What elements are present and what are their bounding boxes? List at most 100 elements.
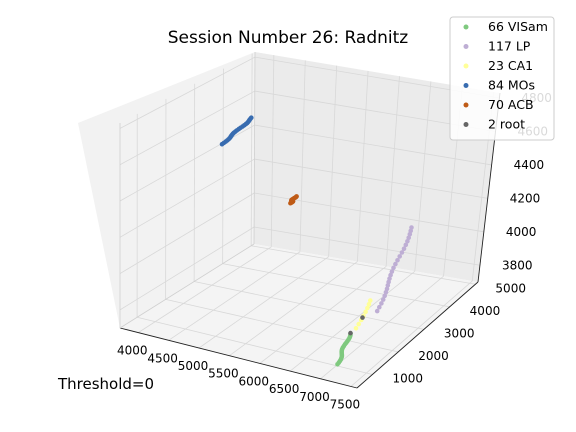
z-grid-line (119, 56, 256, 129)
data-point (356, 321, 362, 327)
z-grid-line (119, 226, 255, 311)
x-grid-line (270, 55, 275, 247)
data-point (389, 269, 395, 274)
data-point (397, 254, 403, 259)
x-grid-line (289, 270, 416, 372)
y-axis-line (356, 281, 479, 389)
data-point (377, 304, 382, 310)
data-point (360, 315, 365, 320)
data-point (363, 309, 368, 315)
y-grid-line (137, 316, 373, 375)
data-point (403, 242, 409, 248)
z-grid-line (119, 90, 255, 166)
axis-lines (119, 51, 501, 389)
y-grid-line (222, 68, 224, 264)
z-tick-label: 4200 (510, 191, 541, 205)
x-tick-label: 7000 (299, 390, 330, 404)
data-point (406, 235, 412, 241)
z-grid-line (254, 226, 481, 266)
legend-label: 23 CA1 (488, 58, 533, 73)
legend-marker (463, 63, 469, 69)
z-tick-label: 4400 (514, 158, 545, 172)
x-grid-line (299, 60, 306, 252)
x-tick-label: 5000 (178, 359, 209, 373)
axes-panes (78, 52, 500, 388)
data-point (409, 225, 414, 230)
data-point (401, 246, 407, 251)
data-point (348, 330, 353, 336)
legend-marker (463, 24, 469, 30)
data-point (393, 261, 398, 267)
y-tick-label: 4000 (470, 304, 501, 318)
legend-label: 2 root (488, 117, 525, 132)
data-point (294, 194, 299, 199)
legend: 66 VISam 117 LP 23 CA1 84 MOs 70 ACB 2 root (449, 16, 555, 141)
pane-left (78, 52, 255, 328)
data-point (379, 301, 384, 306)
x-grid-line (414, 81, 432, 272)
x-grid-line (385, 76, 400, 267)
data-point (249, 115, 254, 120)
x-grid-line (259, 266, 387, 364)
data-point (405, 239, 410, 244)
data-point (395, 258, 400, 263)
data-point (365, 305, 370, 311)
legend-label: 70 ACB (488, 97, 534, 112)
y-grid-line (251, 245, 476, 285)
data-point (374, 308, 380, 314)
data-point (387, 276, 392, 281)
y-grid-line (222, 263, 450, 308)
data-point (353, 326, 359, 331)
legend-label: 66 VISam (488, 19, 548, 34)
y-tick-label: 3000 (444, 326, 475, 340)
data-point (366, 302, 372, 307)
y-grid-line (193, 83, 196, 282)
x-grid-line (328, 65, 338, 257)
y-grid-line (165, 299, 399, 353)
z-grid-line (119, 192, 255, 274)
legend-box (449, 16, 555, 141)
data-point (382, 293, 388, 299)
x-tick-label: 4000 (117, 344, 148, 358)
data-point (384, 286, 390, 292)
legend-marker (463, 102, 469, 108)
x-grid-line (138, 246, 272, 333)
x-tick-label: 7500 (330, 397, 361, 411)
y-grid-line (194, 281, 425, 330)
x-tick-label: 6500 (269, 382, 300, 396)
legend-label: 117 LP (488, 39, 531, 54)
data-point (388, 272, 393, 278)
y-tick-label: 5000 (495, 281, 526, 295)
legend-marker (463, 122, 469, 127)
z-grid-line (119, 158, 255, 238)
data-points (219, 115, 414, 367)
y-grid-line (250, 53, 253, 246)
y-tick-label: 2000 (418, 349, 449, 363)
floor-edge (119, 243, 255, 329)
z-grid-line (254, 158, 488, 199)
tick-labels: 4000450050005500600065007000750010002000… (117, 91, 552, 411)
x-tick-label: 4500 (147, 351, 178, 365)
x-grid-line (356, 70, 369, 262)
legend-marker (463, 44, 469, 49)
x-axis-line (119, 327, 358, 389)
data-point (391, 265, 396, 271)
x-grid-line (229, 261, 358, 357)
data-point (399, 250, 405, 255)
data-point (380, 297, 386, 302)
z-grid-line (254, 124, 492, 166)
z-tick-label: 4000 (506, 225, 537, 239)
back-edge (253, 51, 256, 245)
x-tick-label: 6000 (238, 374, 269, 388)
threshold-label: Threshold=0 (57, 375, 154, 393)
legend-label: 84 MOs (488, 78, 535, 93)
chart-title: Session Number 26: Radnitz (168, 28, 409, 48)
z-tick-label: 3800 (502, 258, 533, 272)
grid-lines (119, 53, 500, 387)
x-grid-line (198, 256, 329, 349)
y-tick-label: 1000 (392, 371, 423, 385)
x-grid-line (168, 251, 301, 341)
x-tick-label: 5500 (208, 367, 239, 381)
legend-marker (463, 83, 469, 88)
